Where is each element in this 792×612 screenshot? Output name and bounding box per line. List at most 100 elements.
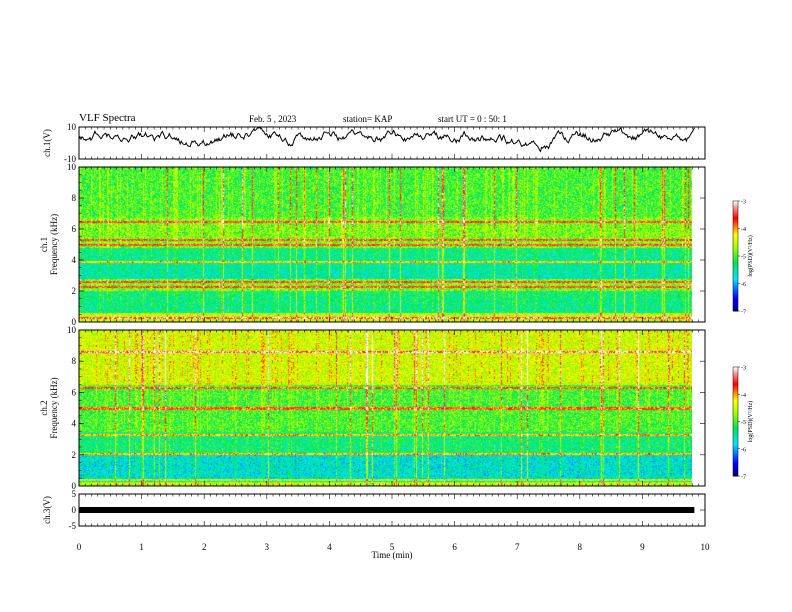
- colorbar-swatch: [733, 224, 738, 228]
- colorbar-swatch: [733, 436, 738, 439]
- colorbar-swatch: [733, 270, 738, 273]
- colorbar-swatch: [733, 401, 738, 404]
- colorbar-swatch: [733, 446, 738, 450]
- colorbar-swatch: [733, 201, 738, 204]
- x-tick-label: 3: [265, 542, 270, 552]
- colorbar-swatch: [733, 283, 738, 286]
- colorbar-tick-label: -5: [741, 420, 746, 426]
- colorbar-swatch: [733, 300, 738, 303]
- colorbar-swatch: [733, 309, 738, 312]
- colorbar-swatch: [733, 461, 738, 464]
- colorbar-swatch: [733, 307, 738, 310]
- y-tick-label: -10: [64, 154, 76, 164]
- x-tick-label: 6: [452, 542, 457, 552]
- colorbar-swatch: [733, 443, 738, 446]
- colorbar-swatch: [733, 254, 738, 257]
- colorbar-swatch: [733, 243, 738, 246]
- colorbar-swatch: [733, 202, 738, 206]
- colorbar-swatch: [733, 279, 738, 283]
- colorbar-swatch: [733, 468, 738, 472]
- colorbar-swatch: [733, 228, 738, 231]
- colorbar-swatch: [733, 423, 738, 426]
- header-start-time: start UT = 0 : 50: 1: [438, 114, 507, 124]
- colorbar-swatch: [733, 456, 738, 459]
- y-tick-label: 5: [72, 489, 77, 499]
- colorbar-swatch: [733, 296, 738, 299]
- y-tick-label: 4: [72, 419, 77, 429]
- colorbar-swatch: [733, 405, 738, 408]
- ch2-frequency-label: Frequency (kHz): [49, 377, 59, 438]
- colorbar-swatch: [733, 448, 738, 452]
- colorbar-swatch: [733, 367, 738, 370]
- colorbar-1: [733, 201, 738, 312]
- colorbar-swatch: [733, 430, 738, 433]
- x-tick-label: 2: [202, 542, 207, 552]
- colorbar-swatch: [733, 376, 738, 379]
- colorbar-swatch: [733, 212, 738, 215]
- colorbar-swatch: [733, 241, 738, 244]
- colorbar-swatch: [733, 256, 738, 259]
- x-tick-label: 7: [515, 542, 520, 552]
- ch1-volt-label: ch.1(V): [42, 129, 52, 157]
- colorbar-swatch: [733, 396, 738, 399]
- colorbar-swatch: [733, 457, 738, 461]
- colorbar-swatch: [733, 408, 738, 412]
- colorbar-tick-label: -3: [741, 366, 746, 372]
- colorbar-swatch: [733, 221, 738, 224]
- colorbar-swatch: [733, 226, 738, 229]
- colorbar-swatch: [733, 257, 738, 261]
- y-tick-label: 4: [72, 255, 77, 265]
- colorbar-swatch: [733, 223, 738, 226]
- colorbar-swatch: [733, 412, 738, 415]
- ch2-channel-label: ch.2: [39, 400, 49, 415]
- colorbar-swatch: [733, 245, 738, 248]
- colorbar-swatch: [733, 285, 738, 288]
- colorbar-swatch: [733, 399, 738, 403]
- y-tick-label: 10: [67, 162, 77, 172]
- colorbar-tick-label: -4: [741, 393, 746, 399]
- colorbar-swatch: [733, 274, 738, 277]
- colorbar-swatch: [733, 206, 738, 209]
- colorbar-swatch: [733, 372, 738, 375]
- colorbar-swatch: [733, 234, 738, 237]
- colorbar-swatch: [733, 419, 738, 422]
- spectrogram-ch2: [79, 330, 692, 486]
- colorbar-swatch: [733, 217, 738, 220]
- colorbar-swatch: [733, 432, 738, 435]
- colorbar-swatch: [733, 470, 738, 473]
- colorbar-swatch: [733, 276, 738, 279]
- colorbar-tick-label: -6: [741, 447, 746, 453]
- header-date: Feb. 5 , 2023: [249, 114, 297, 124]
- x-tick-label: 1: [139, 542, 144, 552]
- spectrogram-ch1: [79, 167, 692, 322]
- colorbar-swatch: [733, 208, 738, 211]
- colorbar-swatch: [733, 386, 738, 390]
- y-tick-label: 0: [72, 481, 77, 491]
- colorbar-label: log(PSD)(V²/Hz): [747, 235, 754, 276]
- x-tick-label: 10: [701, 542, 711, 552]
- colorbar-swatch: [733, 230, 738, 233]
- colorbar-swatch: [733, 450, 738, 453]
- colorbar-tick-label: -6: [741, 282, 746, 288]
- colorbar-swatch: [733, 392, 738, 395]
- ch1-waveform-line: [78, 126, 695, 153]
- colorbar-swatch: [733, 292, 738, 295]
- colorbar-label: log(PSD)(V²/Hz): [747, 401, 754, 442]
- colorbar-swatch: [733, 210, 738, 213]
- colorbar-swatch: [733, 454, 738, 457]
- y-tick-label: 10: [67, 325, 77, 335]
- colorbar-swatch: [733, 232, 738, 235]
- colorbar-swatch: [733, 305, 738, 308]
- colorbar-swatch: [733, 301, 738, 305]
- y-tick-label: 2: [72, 286, 77, 296]
- colorbar-swatch: [733, 368, 738, 372]
- colorbar-tick-label: -7: [741, 310, 746, 316]
- y-tick-label: -5: [69, 521, 77, 531]
- colorbar-swatch: [733, 428, 738, 432]
- colorbar-swatch: [733, 287, 738, 290]
- colorbar-swatch: [733, 370, 738, 373]
- x-axis-title: Time (min): [372, 550, 413, 560]
- colorbar-swatch: [733, 406, 738, 410]
- colorbar-swatch: [733, 410, 738, 413]
